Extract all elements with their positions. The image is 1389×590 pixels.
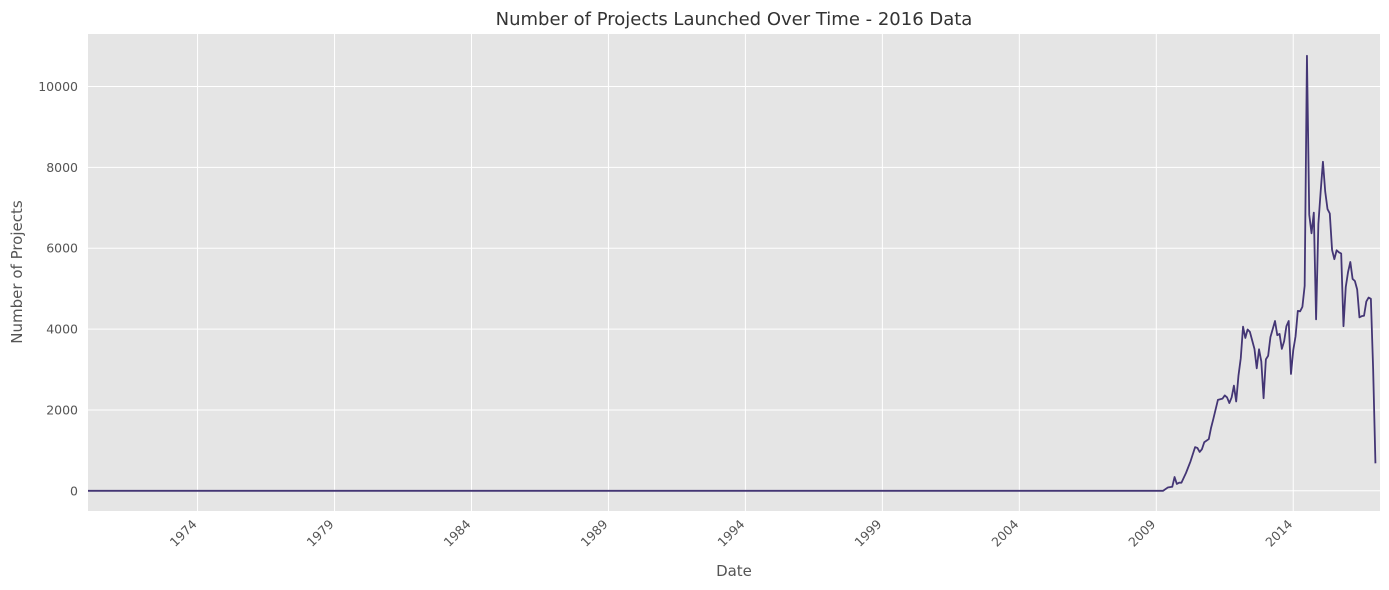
x-tick-label: 1989 xyxy=(577,516,610,549)
series-line xyxy=(88,54,1377,492)
x-tick-label: 1994 xyxy=(714,516,747,549)
y-tick-label: 0 xyxy=(70,483,78,498)
x-tick-label: 1999 xyxy=(851,516,884,549)
x-tick-label: 2014 xyxy=(1262,516,1295,549)
x-tick-label: 2009 xyxy=(1125,516,1158,549)
x-axis-label: Date xyxy=(716,562,752,580)
x-tick-label: 1984 xyxy=(441,516,474,549)
y-tick-label: 10000 xyxy=(38,79,78,94)
y-tick-label: 4000 xyxy=(46,322,78,337)
x-tick-label: 2004 xyxy=(988,516,1021,549)
chart-title: Number of Projects Launched Over Time - … xyxy=(496,9,973,30)
y-tick-label: 2000 xyxy=(46,402,78,417)
plot-background xyxy=(88,34,1380,511)
y-tick-label: 6000 xyxy=(46,241,78,256)
y-axis-label: Number of Projects xyxy=(8,200,26,344)
series-layer xyxy=(88,54,1377,492)
x-tick-label: 1974 xyxy=(167,516,200,549)
y-tick-label: 8000 xyxy=(46,160,78,175)
x-tick-label: 1979 xyxy=(304,516,337,549)
